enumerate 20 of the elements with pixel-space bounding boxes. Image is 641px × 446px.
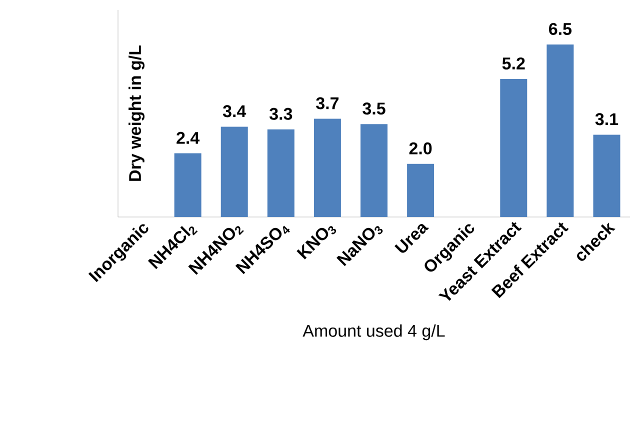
bar bbox=[220, 126, 248, 217]
bar bbox=[174, 153, 202, 217]
bar bbox=[360, 124, 388, 217]
data-label: 6.5 bbox=[548, 22, 572, 35]
data-label: 3.5 bbox=[362, 102, 386, 115]
data-label: 2.4 bbox=[176, 132, 200, 144]
bar bbox=[546, 44, 574, 217]
data-label: 3.4 bbox=[222, 105, 246, 118]
data-label: 2.0 bbox=[409, 142, 432, 154]
data-label: 3.7 bbox=[316, 97, 339, 110]
x-axis-title: Amount used 4 g/L bbox=[302, 324, 445, 340]
data-label: 3.3 bbox=[269, 108, 292, 120]
data-label: 5.2 bbox=[502, 57, 525, 70]
bar bbox=[267, 129, 294, 217]
bar bbox=[500, 79, 528, 217]
data-label: 3.1 bbox=[595, 113, 618, 126]
bar bbox=[407, 164, 434, 217]
y-axis-title: Dry weight in g/L bbox=[128, 46, 144, 181]
bar bbox=[593, 134, 620, 217]
bar bbox=[314, 118, 341, 217]
